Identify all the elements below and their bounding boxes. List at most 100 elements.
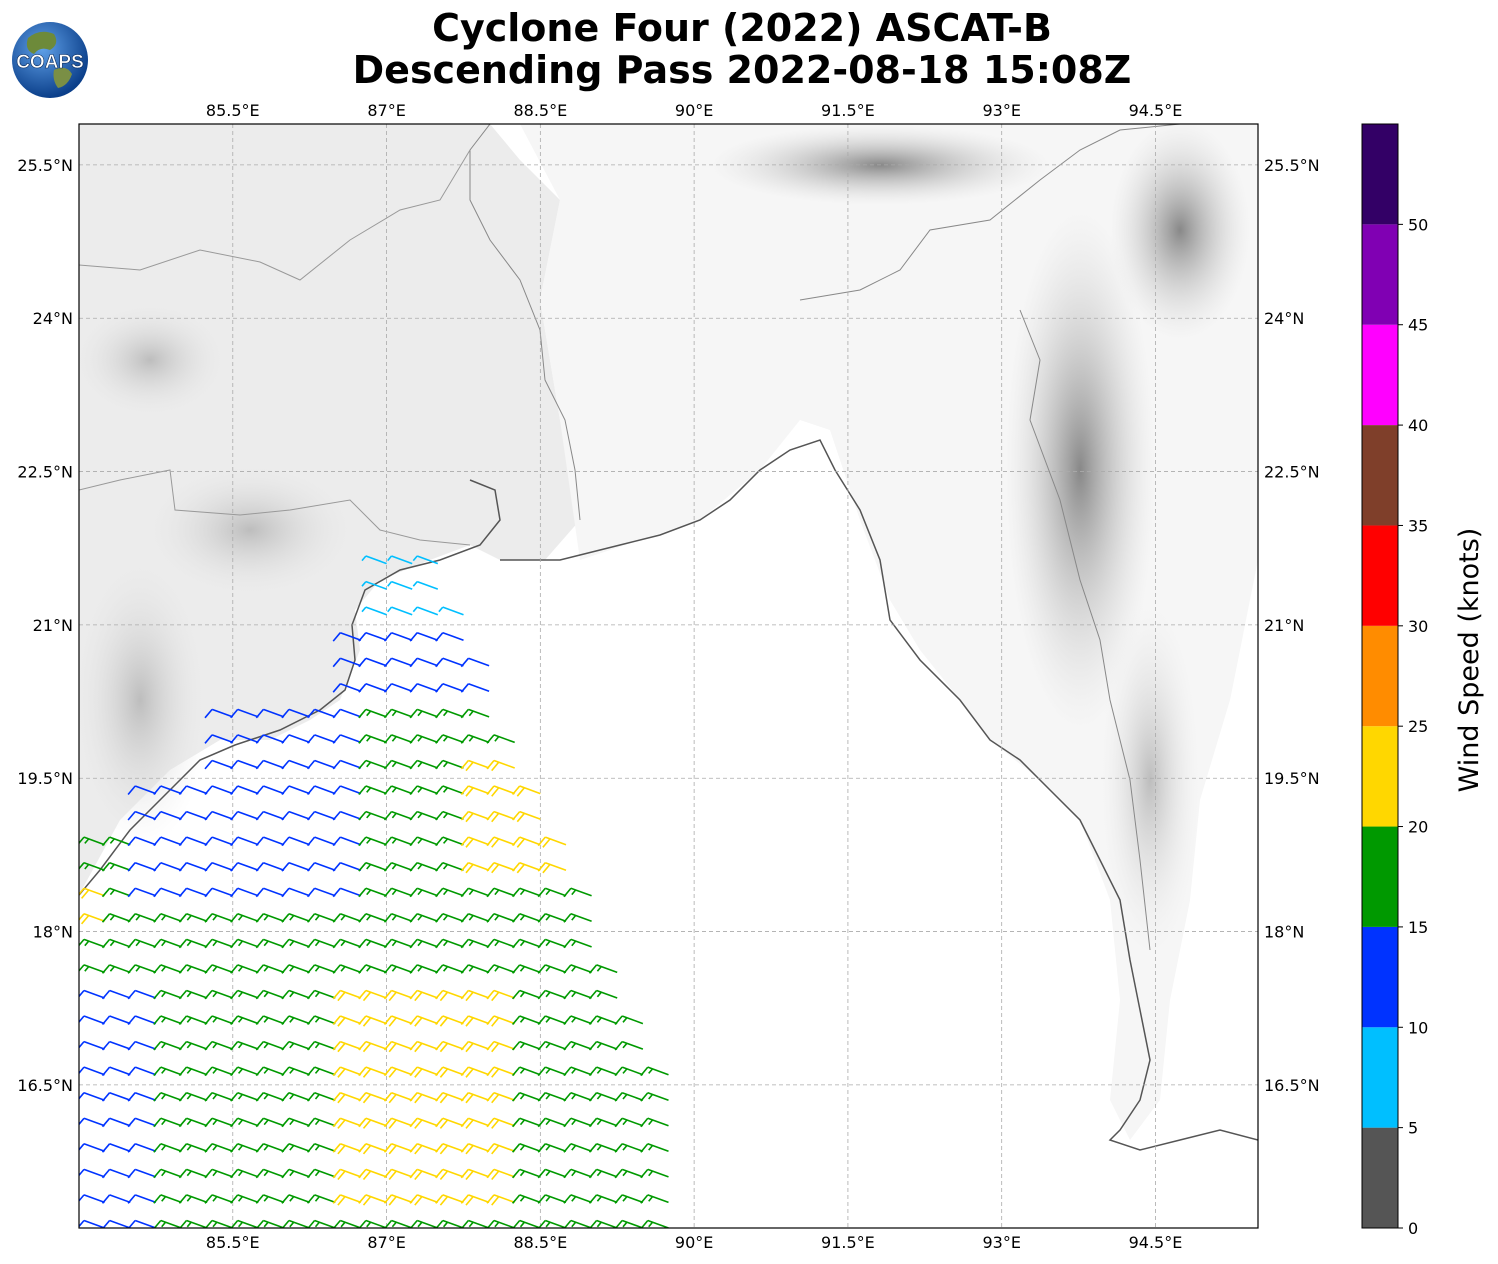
wind-barb (442, 708, 464, 718)
wind-barb (160, 810, 182, 820)
wind-barb-flag (383, 1015, 397, 1027)
wind-barb-flag (563, 964, 577, 974)
wind-barb-flag (486, 1168, 500, 1181)
wind-barb-flag (204, 964, 218, 974)
colorbar-tick-label: 15 (1408, 918, 1428, 937)
wind-barb-flag (306, 989, 320, 1000)
wind-barb-flag (332, 1143, 346, 1155)
axis-ticks: 85.5°E 85.5°E 87°E 87°E 88.5°E 88.5°E 90°E 90°E… (17, 101, 1319, 1252)
wind-barb (263, 1117, 285, 1127)
wind-barb (391, 1066, 413, 1076)
wind-barb (186, 938, 208, 948)
wind-barb (493, 861, 515, 871)
wind-barb (237, 964, 259, 974)
wind-barb-flag (332, 1015, 346, 1027)
wind-barb-flag (306, 938, 320, 949)
wind-barb-flag (358, 1143, 372, 1155)
wind-barb (314, 1015, 336, 1025)
wind-barb-flag (563, 938, 577, 949)
wind-barb (160, 1194, 182, 1204)
wind-barb (365, 1091, 387, 1101)
wind-barb (468, 810, 490, 820)
wind-barb-flag (511, 887, 526, 898)
wind-barb (621, 1219, 644, 1228)
wind-barb-flag (486, 1066, 500, 1078)
wind-barb (340, 836, 362, 846)
wind-barb (519, 785, 541, 795)
wind-barb (109, 1091, 131, 1101)
wind-barb-flag (101, 1168, 111, 1179)
wind-barb (442, 785, 464, 795)
wind-barb (211, 1143, 234, 1153)
wind-barb (570, 1117, 592, 1127)
wind-barb (442, 861, 464, 871)
wind-barb-flag (230, 1015, 244, 1026)
wind-barb-flag (281, 1092, 295, 1102)
wind-barb-flag (460, 989, 474, 1002)
wind-barb (519, 1143, 541, 1153)
wind-barb (468, 657, 490, 667)
border-state (79, 149, 471, 281)
wind-barb (263, 964, 285, 974)
wind-barb (365, 683, 387, 693)
wind-barb-flag (281, 759, 290, 770)
wind-barb (416, 1143, 439, 1153)
wind-barb (263, 1143, 285, 1153)
wind-barb-flag (79, 1117, 85, 1126)
wind-barb (416, 913, 439, 923)
wind-barb (288, 989, 310, 999)
wind-barb-flag (204, 811, 213, 821)
wind-barb (263, 1015, 285, 1025)
wind-barb-flag (255, 964, 269, 974)
wind-barb-flag (358, 1092, 372, 1104)
wind-barb (391, 964, 413, 974)
wind-barb (237, 708, 259, 718)
colorbar-bin-2 (1362, 926, 1398, 1028)
wind-barb (237, 1091, 259, 1101)
wind-barb (314, 734, 336, 744)
wind-barb (160, 861, 182, 871)
wind-barb-flag (153, 785, 162, 796)
wind-barb (340, 683, 362, 693)
wind-barb-flag (178, 964, 192, 974)
wind-barb (263, 1168, 285, 1178)
wind-barb-flag (306, 913, 320, 923)
wind-barb-flag (460, 887, 474, 898)
wind-barb (288, 708, 310, 718)
wind-barb (263, 861, 285, 871)
wind-barb-flag (255, 734, 265, 744)
wind-barb-flag (588, 1015, 602, 1026)
wind-barb (570, 887, 592, 897)
wind-barb (237, 887, 259, 897)
wind-barb-flag (281, 862, 290, 872)
lon-tick-label-top: 94.5°E (1129, 101, 1183, 120)
wind-barb (468, 759, 490, 769)
wind-barb-flag (306, 964, 320, 974)
lat-tick-label-left: 19.5°N (17, 769, 73, 788)
wind-barb-flag (563, 1194, 577, 1204)
wind-barb (391, 606, 413, 616)
wind-barb-flag (460, 708, 474, 719)
wind-barb-flag (178, 913, 192, 923)
wind-barb-flag (230, 785, 239, 796)
wind-barb-flag (383, 1092, 397, 1104)
wind-barb (468, 708, 490, 718)
wind-barb-flag (383, 632, 393, 642)
wind-barb (416, 1117, 439, 1127)
wind-barb (340, 708, 362, 718)
wind-barb-flag (332, 1041, 346, 1053)
colorbar-tick-label: 0 (1408, 1219, 1418, 1238)
wind-barb-flag (358, 657, 367, 668)
wind-barb-flag (409, 862, 423, 872)
wind-barb (134, 810, 157, 820)
wind-barb (391, 913, 413, 923)
wind-barb (340, 657, 362, 667)
wind-barb (314, 1066, 336, 1076)
wind-barb-flag (358, 683, 367, 693)
wind-barb-flag (383, 1041, 397, 1053)
wind-barb (416, 555, 439, 565)
wind-barb-flag (204, 1117, 218, 1128)
wind-barb (493, 1194, 515, 1204)
wind-barb (340, 1015, 362, 1025)
wind-barb (416, 580, 439, 590)
